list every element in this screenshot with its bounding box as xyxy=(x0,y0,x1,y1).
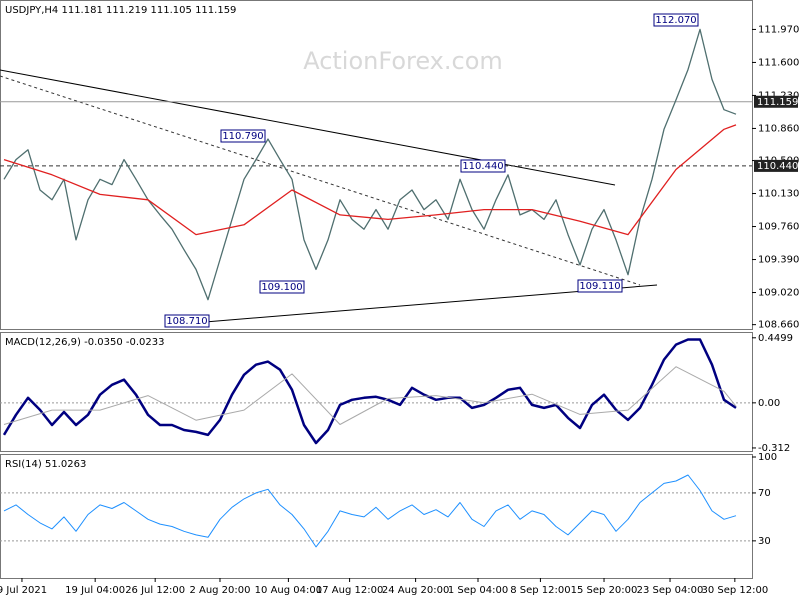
annotation-box xyxy=(653,13,699,27)
price-panel xyxy=(0,0,753,330)
y-tick-label: 111.970 xyxy=(758,24,799,35)
trendline xyxy=(0,69,616,186)
y-tick-label: 109.760 xyxy=(758,222,799,233)
panel-title: USDJPY,H4 111.181 111.219 111.105 111.15… xyxy=(5,5,236,16)
annotation: 110.790 xyxy=(222,131,263,142)
series-line xyxy=(2,338,737,445)
x-tick-label: 1 Sep 04:00 xyxy=(448,585,508,596)
y-tick-label: 109.390 xyxy=(758,255,799,266)
y-tick-label: 0.00 xyxy=(758,398,780,409)
y-tick-label: 110.130 xyxy=(758,189,799,200)
annotation-box xyxy=(259,280,305,294)
y-tick-label: 111.600 xyxy=(758,57,799,68)
macd-panel xyxy=(0,332,753,452)
x-tick-label: 10 Aug 04:00 xyxy=(255,585,322,596)
level-label: 111.159 xyxy=(757,97,798,108)
annotation-box xyxy=(220,129,266,143)
trendline xyxy=(0,75,641,286)
series-line xyxy=(3,474,737,548)
annotation: 110.440 xyxy=(462,161,503,172)
series-line xyxy=(3,124,737,236)
y-tick-label: 110.860 xyxy=(758,123,799,134)
y-tick-label: -0.312 xyxy=(758,443,790,454)
panel-title: MACD(12,26,9) -0.0350 -0.0233 xyxy=(5,337,165,348)
x-tick-label: 23 Sep 04:00 xyxy=(637,585,704,596)
x-tick-label: 9 Jul 2021 xyxy=(0,585,47,596)
level-box xyxy=(754,95,798,108)
x-tick-label: 24 Aug 20:00 xyxy=(382,585,449,596)
x-tick-label: 8 Sep 12:00 xyxy=(510,585,570,596)
panel-title: RSI(14) 51.0263 xyxy=(5,459,86,470)
series-line xyxy=(3,366,737,425)
x-tick-label: 17 Aug 12:00 xyxy=(316,585,383,596)
y-tick-label: 70 xyxy=(758,488,771,499)
y-tick-label: 30 xyxy=(758,536,771,547)
series-line xyxy=(3,28,737,301)
x-tick-label: 30 Sep 12:00 xyxy=(701,585,768,596)
y-tick-label: 0.4499 xyxy=(758,333,793,344)
annotation-box xyxy=(577,279,623,293)
annotation: 108.710 xyxy=(166,316,207,327)
annotation: 112.070 xyxy=(655,15,696,26)
x-tick-label: 15 Sep 20:00 xyxy=(571,585,638,596)
watermark: ActionForex.com xyxy=(303,47,503,75)
x-tick-label: 26 Jul 12:00 xyxy=(125,585,185,596)
x-tick-label: 2 Aug 20:00 xyxy=(189,585,250,596)
annotation: 109.110 xyxy=(579,281,620,292)
annotation: 109.100 xyxy=(261,282,302,293)
level-box xyxy=(754,159,798,172)
annotation-box xyxy=(460,159,506,173)
y-tick-label: 109.020 xyxy=(758,288,799,299)
x-tick-label: 19 Jul 04:00 xyxy=(65,585,125,596)
y-tick-label: 100 xyxy=(758,452,777,463)
annotation-box xyxy=(164,314,210,328)
level-label: 110.440 xyxy=(757,161,798,172)
y-tick-label: 108.660 xyxy=(758,320,799,331)
rsi-panel xyxy=(0,454,753,579)
